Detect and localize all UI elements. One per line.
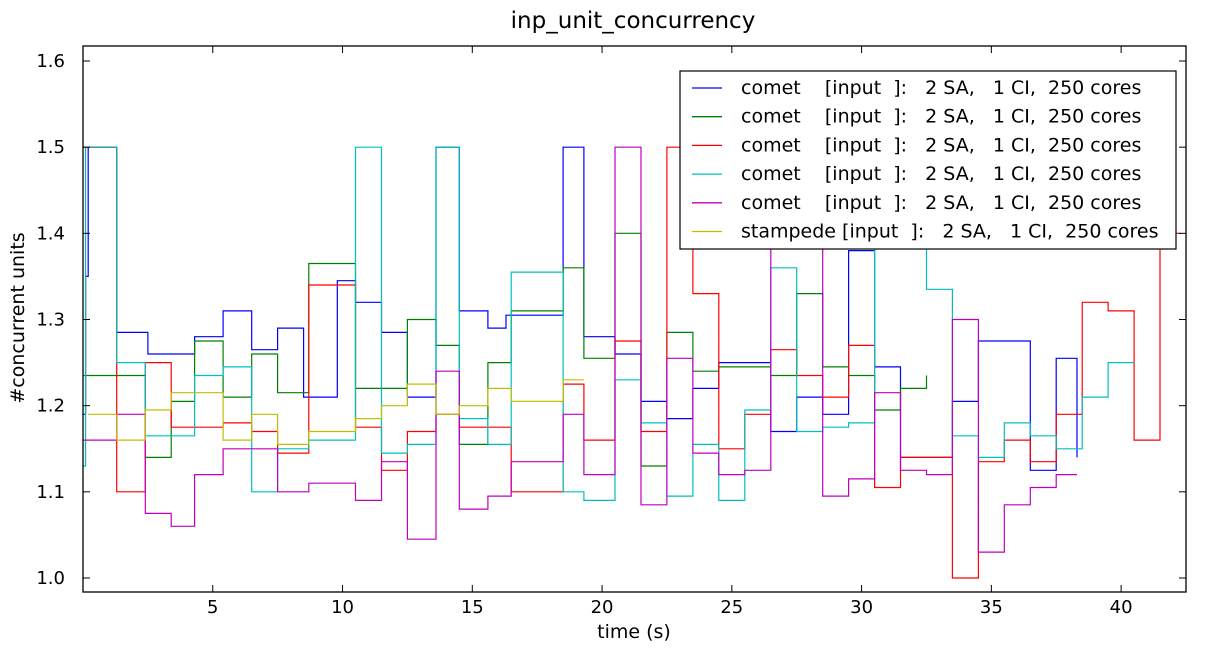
x-tick-label: 10 bbox=[331, 597, 354, 618]
legend-label-6: stampede [input ]: 2 SA, 1 CI, 250 cores bbox=[741, 221, 1159, 243]
x-tick-label: 30 bbox=[850, 597, 873, 618]
series-line-6 bbox=[88, 379, 584, 445]
y-axis-label: #concurrent units bbox=[7, 232, 29, 403]
series-line-5 bbox=[83, 146, 1077, 553]
y-tick-label: 1.0 bbox=[36, 568, 65, 589]
series-line-2 bbox=[83, 232, 928, 467]
legend-label-2: comet [input ]: 2 SA, 1 CI, 250 cores bbox=[741, 106, 1141, 128]
x-tick-label: 5 bbox=[207, 597, 218, 618]
y-tick-label: 1.1 bbox=[36, 482, 65, 503]
legend-box bbox=[679, 70, 1177, 250]
x-tick-label: 25 bbox=[720, 597, 743, 618]
legend-label-4: comet [input ]: 2 SA, 1 CI, 250 cores bbox=[741, 163, 1141, 185]
x-axis-label: time (s) bbox=[597, 621, 671, 643]
y-tick-label: 1.6 bbox=[36, 51, 65, 72]
y-tick-label: 1.3 bbox=[36, 310, 65, 331]
legend-label-3: comet [input ]: 2 SA, 1 CI, 250 cores bbox=[741, 134, 1141, 156]
tick-layer: 5 10 15 20 25 30 35 40 1.0 1.1 1.2 1.3 1.4 1.5 1.6 bbox=[36, 46, 1186, 618]
y-tick-label: 1.5 bbox=[36, 137, 65, 158]
y-tick-label: 1.2 bbox=[36, 396, 65, 417]
x-tick-label: 40 bbox=[1110, 597, 1133, 618]
series-layer bbox=[83, 146, 1181, 579]
y-tick-label: 1.4 bbox=[36, 223, 65, 244]
legend: comet [input ]: 2 SA, 1 CI, 250 cores com… bbox=[679, 70, 1177, 250]
legend-label-1: comet [input ]: 2 SA, 1 CI, 250 cores bbox=[741, 77, 1141, 99]
x-tick-label: 35 bbox=[980, 597, 1003, 618]
x-tick-label: 15 bbox=[461, 597, 484, 618]
x-tick-label: 20 bbox=[591, 597, 614, 618]
legend-label-5: comet [input ]: 2 SA, 1 CI, 250 cores bbox=[741, 192, 1141, 214]
chart-title: inp_unit_concurrency bbox=[511, 8, 756, 34]
